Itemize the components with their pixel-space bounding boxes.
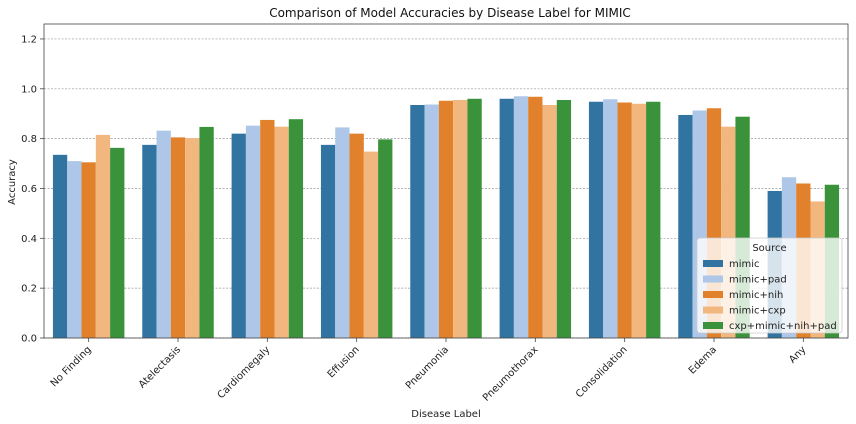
bar xyxy=(424,104,439,338)
bar xyxy=(335,127,350,339)
x-tick-label: Cardiomegaly xyxy=(216,344,273,401)
bar xyxy=(185,138,200,338)
bar xyxy=(631,103,647,338)
x-tick-label: Pneumonia xyxy=(404,344,451,391)
legend-swatch xyxy=(703,306,723,314)
legend-title: Source xyxy=(752,243,786,254)
bar xyxy=(588,101,604,338)
y-tick-label: 0.6 xyxy=(21,184,37,195)
legend: Source mimic mimic+pad mimic+nih mimic+cxp cx… xyxy=(696,237,843,334)
x-tick-label: Pneumothorax xyxy=(481,344,541,404)
x-tick-label: Effusion xyxy=(326,344,362,380)
y-tick-label: 0.8 xyxy=(21,134,37,145)
bar xyxy=(199,126,214,338)
bar xyxy=(142,144,157,338)
bar xyxy=(678,114,693,338)
bar xyxy=(556,100,572,338)
bar xyxy=(603,99,618,338)
legend-swatch xyxy=(703,322,723,329)
bar xyxy=(467,98,482,338)
bar xyxy=(646,101,661,338)
y-axis: 0.0 0.2 0.4 0.6 0.8 1.0 1.2 xyxy=(21,34,44,345)
bar xyxy=(349,133,364,338)
bar xyxy=(513,96,529,339)
bar xyxy=(260,119,275,338)
bar xyxy=(231,133,246,338)
x-tick-label: Consolidation xyxy=(574,344,630,400)
y-tick-label: 0.0 xyxy=(21,334,37,345)
chart-title: Comparison of Model Accuracies by Diseas… xyxy=(269,6,631,20)
x-axis: No Finding Atelectasis Cardiomegaly Effusio… xyxy=(49,338,809,404)
bar xyxy=(170,137,186,338)
legend-entry: cxp+mimic+nih+pad xyxy=(729,321,837,332)
bar xyxy=(438,100,454,338)
x-tick-label: Any xyxy=(787,344,808,365)
bar xyxy=(453,100,468,338)
bar xyxy=(542,104,557,338)
bar xyxy=(528,96,543,339)
bar xyxy=(410,104,425,338)
legend-entry: mimic xyxy=(729,259,760,270)
bar xyxy=(320,144,336,338)
x-axis-title: Disease Label xyxy=(411,409,481,420)
x-tick-label: Atelectasis xyxy=(137,344,183,390)
y-tick-label: 0.2 xyxy=(21,284,37,295)
bar xyxy=(617,102,632,338)
bar xyxy=(156,130,171,338)
y-tick-label: 1.0 xyxy=(21,84,37,95)
y-axis-title: Accuracy xyxy=(7,159,18,205)
bar xyxy=(245,125,261,338)
legend-swatch xyxy=(703,291,723,298)
y-tick-label: 1.2 xyxy=(21,34,37,45)
x-tick-label: Edema xyxy=(687,344,719,376)
legend-entry: mimic+nih xyxy=(729,290,783,301)
bar xyxy=(110,147,125,338)
bar xyxy=(52,154,68,338)
legend-entry: mimic+pad xyxy=(729,275,787,286)
x-tick-label: No Finding xyxy=(49,344,94,389)
legend-swatch xyxy=(703,260,723,267)
bar xyxy=(81,162,96,338)
legend-swatch xyxy=(703,275,723,283)
bar xyxy=(499,98,514,338)
bar xyxy=(67,161,82,338)
legend-box xyxy=(696,237,843,334)
bar xyxy=(288,119,304,338)
bar xyxy=(274,126,289,338)
bar xyxy=(363,151,379,338)
bar xyxy=(378,139,393,338)
y-tick-label: 0.4 xyxy=(21,234,37,245)
bar xyxy=(95,134,111,338)
legend-entry: mimic+cxp xyxy=(729,306,786,317)
